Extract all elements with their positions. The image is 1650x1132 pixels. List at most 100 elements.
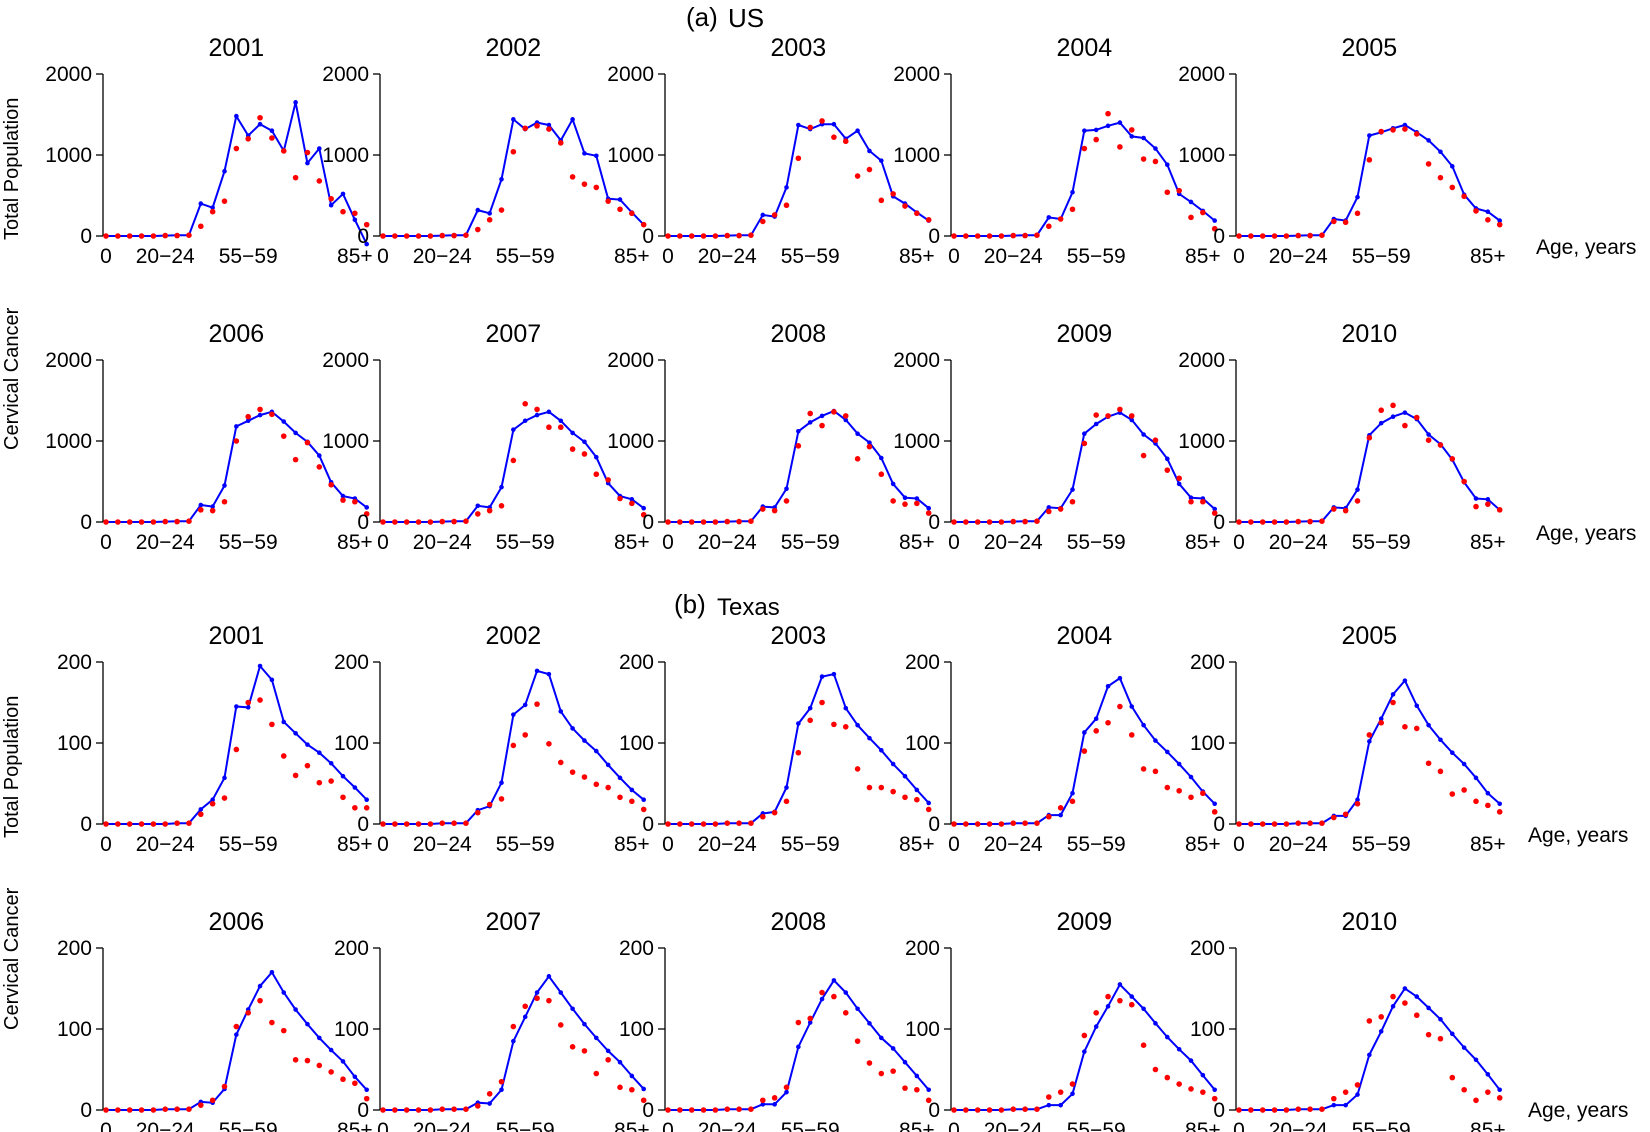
observed-point <box>1259 233 1266 239</box>
observed-point <box>617 206 623 213</box>
x-tick-label: 85+ <box>1470 1119 1506 1132</box>
model-point <box>855 722 860 728</box>
observed-point <box>1271 519 1278 525</box>
model-point <box>198 201 204 206</box>
model-point <box>1367 1052 1372 1058</box>
model-point <box>293 430 298 436</box>
observed-point <box>498 796 505 802</box>
observed-point <box>1211 809 1218 815</box>
observed-point <box>1331 218 1337 225</box>
panel-title: 2008 <box>771 320 827 348</box>
observed-point <box>439 232 446 239</box>
observed-point <box>724 1106 731 1112</box>
observed-point <box>486 1091 493 1097</box>
observed-point <box>1188 1086 1194 1092</box>
observed-point <box>103 821 109 827</box>
observed-point <box>126 233 133 239</box>
x-tick-label: 0 <box>948 531 960 554</box>
observed-point <box>878 471 885 478</box>
y-tick-label: 200 <box>1190 937 1225 960</box>
x-tick-label: 85+ <box>614 1119 650 1132</box>
model-series-line <box>668 672 930 825</box>
observed-point <box>1152 768 1159 775</box>
model-point <box>1129 134 1135 139</box>
observed-point <box>352 498 358 505</box>
panel-texas-2004: 2004 0 100 200 0 20−24 55−59 85+ <box>905 622 1221 856</box>
model-point <box>269 677 275 683</box>
observed-point <box>510 742 517 749</box>
model-point <box>534 990 540 995</box>
x-tick-label: 55−59 <box>1067 833 1126 856</box>
observed-point <box>451 518 457 525</box>
observed-point <box>640 1097 647 1104</box>
x-tick-label: 0 <box>377 245 389 268</box>
model-series-line <box>954 411 1216 523</box>
model-point <box>522 1014 528 1020</box>
model-point <box>831 671 837 677</box>
model-point <box>1188 199 1194 205</box>
observed-point <box>998 1107 1005 1113</box>
observed-point <box>1117 703 1123 710</box>
observed-point <box>475 226 481 233</box>
observed-point <box>771 809 778 816</box>
model-point <box>257 121 263 127</box>
model-point <box>210 205 215 210</box>
observed-point <box>677 519 683 525</box>
observed-point <box>126 821 133 827</box>
observed-point <box>1248 821 1254 827</box>
model-point <box>269 128 275 133</box>
observed-point <box>463 1106 469 1112</box>
observed-point <box>1176 187 1182 194</box>
x-tick-label: 20−24 <box>136 1119 195 1132</box>
model-point <box>281 419 287 424</box>
model-point <box>1129 994 1135 999</box>
observed-point <box>1413 414 1420 421</box>
observed-point <box>1437 174 1444 181</box>
model-point <box>629 497 635 502</box>
observed-point <box>340 1076 346 1083</box>
model-point <box>1426 722 1431 728</box>
model-point <box>1093 127 1099 133</box>
x-tick-label: 20−24 <box>984 833 1043 856</box>
model-point <box>1414 994 1420 999</box>
x-tick-label: 55−59 <box>1352 531 1411 554</box>
observed-point <box>245 413 251 420</box>
model-point <box>1105 1004 1111 1009</box>
model-point <box>546 122 552 128</box>
model-point <box>807 1020 813 1025</box>
x-tick-label: 0 <box>948 833 960 856</box>
model-point <box>1343 1102 1348 1108</box>
section-label-a: (a) <box>686 2 718 32</box>
observed-point <box>890 191 896 197</box>
observed-point <box>890 1068 896 1074</box>
y-tick-label: 200 <box>57 937 92 960</box>
panel-title: 2008 <box>771 908 827 936</box>
model-point <box>1473 775 1479 781</box>
model-point <box>293 1007 298 1012</box>
observed-point <box>209 1097 216 1104</box>
model-point <box>1438 1016 1443 1022</box>
x-tick-label: 55−59 <box>1352 833 1411 856</box>
observed-point <box>150 821 157 827</box>
model-point <box>269 970 275 975</box>
model-point <box>772 1102 777 1107</box>
observed-point <box>1200 498 1206 505</box>
observed-point <box>1366 157 1373 163</box>
y-tick-label: 2000 <box>45 349 92 372</box>
panel-us-2004: 2004 0 1000 2000 0 20−24 55−59 85+ <box>893 34 1220 268</box>
observed-point <box>925 217 932 223</box>
observed-point <box>352 210 358 217</box>
y-tick-label: 0 <box>928 1099 940 1122</box>
panel-title: 2003 <box>771 622 827 650</box>
observed-point <box>640 221 647 228</box>
observed-point <box>498 503 505 509</box>
model-point <box>831 978 837 983</box>
observed-point <box>1413 1012 1420 1019</box>
observed-point <box>902 501 908 507</box>
observed-point <box>1128 1001 1135 1008</box>
observed-point <box>688 1107 695 1113</box>
model-point <box>1367 739 1372 744</box>
observed-point <box>1496 809 1503 815</box>
observed-point <box>233 746 240 753</box>
observed-point <box>1319 1106 1325 1112</box>
